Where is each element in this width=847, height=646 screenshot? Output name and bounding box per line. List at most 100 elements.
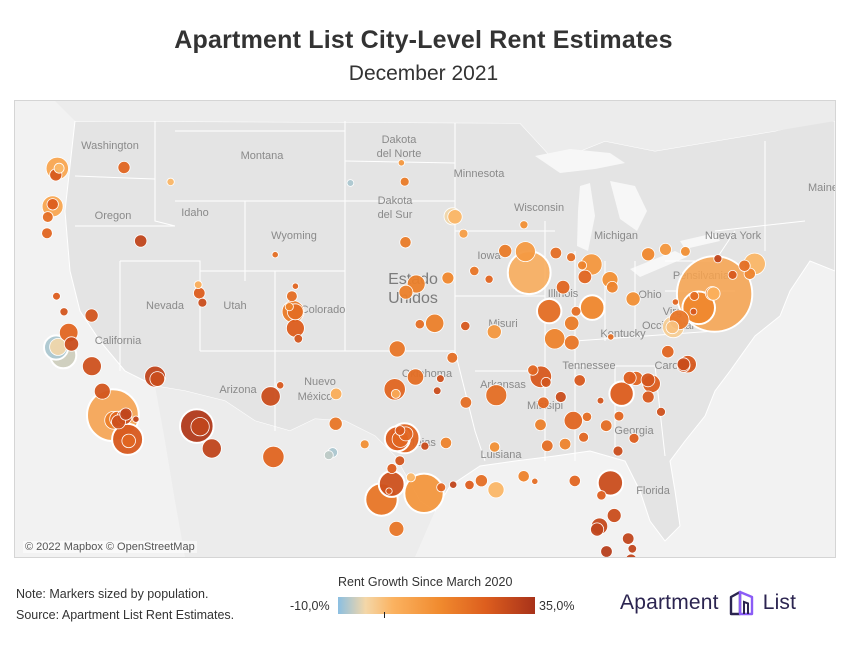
- city-marker-norfolk[interactable]: Norfolk: [676, 357, 691, 372]
- city-marker-richmond[interactable]: Richmond: [661, 345, 675, 359]
- city-marker-santa-fe[interactable]: Santa Fe: [276, 381, 285, 390]
- city-marker-new-orleans[interactable]: New Orleans: [487, 481, 505, 499]
- city-marker-louisville[interactable]: Louisville: [544, 328, 566, 350]
- city-marker-worcester[interactable]: Worcester: [738, 259, 751, 272]
- city-marker-spokane[interactable]: Spokane: [117, 161, 131, 175]
- city-marker-wilmington-de[interactable]: Wilmington DE: [689, 307, 698, 316]
- city-marker-redding[interactable]: Redding: [52, 291, 61, 301]
- city-marker-montgomery[interactable]: Montgomery: [541, 439, 554, 453]
- city-marker-macon[interactable]: Macon: [578, 431, 589, 443]
- city-marker-memphis[interactable]: Memphis: [485, 384, 508, 407]
- city-marker-atlanta[interactable]: Atlanta: [563, 410, 583, 431]
- city-marker-denton[interactable]: Denton: [394, 425, 406, 436]
- city-marker-reno[interactable]: Reno: [84, 308, 99, 323]
- city-marker-boulder[interactable]: Boulder: [284, 302, 294, 312]
- city-marker-beaumont[interactable]: Beaumont: [436, 482, 447, 493]
- city-marker-missoula[interactable]: Missoula: [166, 177, 175, 187]
- city-marker-lansing[interactable]: Lansing: [566, 252, 576, 263]
- city-marker-chattanooga[interactable]: Chattanooga: [554, 391, 567, 403]
- city-marker-chula-vista[interactable]: Chula Vista: [121, 433, 136, 449]
- city-marker-knoxville[interactable]: Knoxville: [573, 374, 586, 387]
- city-marker-vancouver-wa[interactable]: Vancouver WA: [46, 198, 59, 211]
- city-marker-lexington[interactable]: Lexington: [563, 334, 580, 351]
- city-marker-cheyenne[interactable]: Cheyenne: [291, 282, 299, 290]
- city-marker-huntsville[interactable]: Huntsville: [537, 396, 550, 410]
- city-marker-albuquerque[interactable]: Albuquerque: [260, 386, 281, 407]
- city-marker-st-petersburg[interactable]: St Petersburg: [590, 522, 605, 537]
- city-marker-mobile[interactable]: Mobile: [517, 470, 530, 483]
- city-marker-rochester-mn[interactable]: Rochester MN: [458, 228, 469, 239]
- city-marker-indianapolis[interactable]: Indianapolis: [536, 297, 563, 325]
- city-marker-fort-collins[interactable]: Fort Collins: [286, 290, 298, 303]
- city-marker-green-bay[interactable]: Green Bay: [519, 220, 529, 230]
- city-marker-san-marcos[interactable]: San Marcos: [385, 487, 393, 495]
- map-canvas[interactable]: Estado Unidos WashingtonOregonIdahoMonta…: [15, 101, 835, 557]
- city-marker-killeen[interactable]: Killeen: [386, 463, 398, 474]
- city-marker-charleston-wv[interactable]: Charleston WV: [607, 333, 615, 341]
- city-marker-mesa[interactable]: Mesa: [190, 417, 210, 437]
- city-marker-fresno[interactable]: Fresno: [82, 356, 102, 377]
- city-marker-bakersfield[interactable]: Bakersfield: [93, 382, 111, 400]
- city-marker-savannah[interactable]: Savannah: [612, 445, 624, 457]
- city-marker-lafayette[interactable]: Lafayette: [464, 479, 475, 490]
- city-marker-amarillo[interactable]: Amarillo: [329, 387, 343, 401]
- city-marker-west-palm-beach[interactable]: West Palm Beach: [627, 544, 638, 554]
- city-marker-columbus[interactable]: Columbus: [578, 294, 606, 321]
- city-marker-davenport[interactable]: Davenport: [484, 274, 494, 284]
- city-marker-el-paso[interactable]: El Paso: [262, 445, 285, 468]
- city-marker-winston-salem[interactable]: Winston-Salem: [622, 370, 637, 385]
- city-marker-orlando[interactable]: Orlando: [606, 508, 622, 523]
- city-marker-pensacola[interactable]: Pensacola: [531, 477, 539, 485]
- city-marker-oakland[interactable]: Oakland: [49, 337, 67, 356]
- city-marker-gainesville[interactable]: Gainesville: [596, 490, 607, 501]
- city-marker-pittsburgh[interactable]: Pittsburgh: [625, 291, 641, 307]
- city-marker-harrisburg[interactable]: Harrisburg: [671, 298, 680, 306]
- city-marker-port-st-lucie[interactable]: Port St Lucie: [622, 532, 635, 545]
- city-marker-salt-lake-city[interactable]: Salt Lake City: [193, 286, 206, 300]
- city-marker-tyler[interactable]: Tyler: [420, 441, 430, 451]
- city-marker-college-station[interactable]: College Station: [405, 472, 416, 483]
- city-marker-casper[interactable]: Casper: [271, 251, 279, 259]
- city-marker-allentown[interactable]: Allentown: [689, 291, 700, 301]
- city-marker-ann-arbor[interactable]: Ann Arbor: [577, 260, 587, 271]
- city-marker-fayetteville-ar[interactable]: Fayetteville AR: [436, 374, 445, 383]
- city-marker-tulsa[interactable]: Tulsa: [406, 368, 425, 386]
- city-marker-philadelphia[interactable]: Philadelphia: [681, 290, 717, 326]
- city-marker-cape-coral[interactable]: Cape Coral: [600, 545, 613, 557]
- city-marker-houston[interactable]: Houston: [403, 472, 445, 514]
- city-marker-jacksonville[interactable]: Jacksonville: [596, 469, 625, 497]
- city-marker-grand-rapids[interactable]: Grand Rapids: [549, 246, 563, 260]
- city-marker-tallahassee[interactable]: Tallahassee: [568, 474, 581, 487]
- city-marker-colorado-springs[interactable]: Colorado Springs: [285, 318, 305, 338]
- city-marker-baton-rouge[interactable]: Baton Rouge: [474, 474, 488, 488]
- city-marker-little-rock[interactable]: Little Rock: [459, 396, 473, 409]
- city-marker-palm-springs[interactable]: Palm Springs: [132, 415, 140, 423]
- city-marker-norman[interactable]: Norman: [390, 388, 401, 399]
- city-marker-rochester-ny[interactable]: Rochester NY: [659, 242, 672, 256]
- city-marker-ogden[interactable]: Ogden: [193, 280, 203, 290]
- city-marker-charleston-sc[interactable]: Charleston SC: [628, 432, 640, 444]
- city-marker-cedar-rapids[interactable]: Cedar Rapids: [469, 265, 480, 276]
- city-marker-akron[interactable]: Akron: [606, 280, 619, 294]
- city-marker-bismarck[interactable]: Bismarck: [346, 179, 355, 187]
- city-marker-tucson[interactable]: Tucson: [201, 438, 222, 459]
- city-marker-pueblo[interactable]: Pueblo: [293, 334, 304, 344]
- city-marker-albany[interactable]: Albany: [713, 254, 723, 264]
- city-marker-fayetteville-nc[interactable]: Fayetteville NC: [641, 390, 655, 404]
- city-marker-hartford[interactable]: Hartford: [727, 269, 738, 280]
- city-marker-grand-forks[interactable]: Grand Forks: [397, 159, 405, 167]
- city-marker-odessa[interactable]: Odessa: [323, 450, 334, 461]
- city-marker-st-paul[interactable]: St Paul: [447, 209, 463, 225]
- city-marker-augusta[interactable]: Augusta: [600, 419, 613, 432]
- city-marker-athens[interactable]: Athens: [581, 411, 593, 422]
- city-marker-henderson[interactable]: Henderson: [149, 371, 166, 387]
- city-marker-kansas-city[interactable]: Kansas City: [425, 313, 445, 333]
- city-marker-jackson-ms[interactable]: Jackson MS: [488, 441, 501, 453]
- city-marker-murfreesboro[interactable]: Murfreesboro: [540, 376, 552, 388]
- city-marker-chico[interactable]: Chico: [59, 307, 69, 317]
- city-marker-jersey-city[interactable]: Jersey City: [706, 286, 721, 301]
- city-marker-clarksville[interactable]: Clarksville: [527, 364, 539, 376]
- city-marker-st-louis[interactable]: St Louis: [486, 324, 502, 340]
- city-marker-provo[interactable]: Provo: [197, 297, 208, 308]
- city-marker-birmingham[interactable]: Birmingham: [534, 418, 547, 432]
